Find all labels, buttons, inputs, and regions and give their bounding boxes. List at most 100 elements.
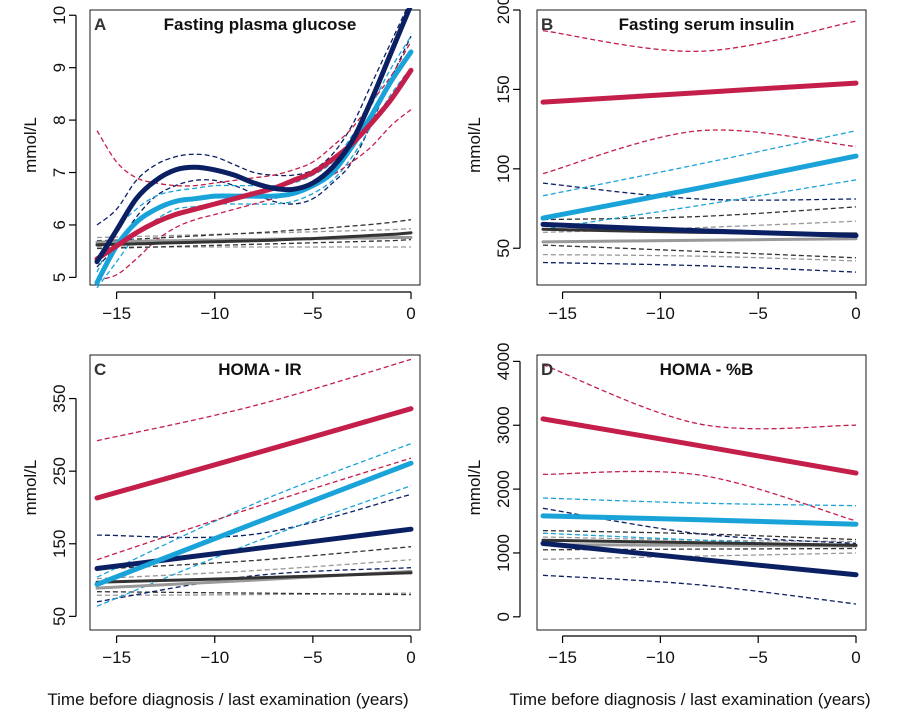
x-tick-label: −10 [646,648,675,667]
ci-upper-light_blue [96,35,412,273]
panel-letter: B [541,15,553,34]
ci-lower-light_blue [96,67,412,289]
y-tick-label: 350 [50,384,69,412]
x-tick-label: −10 [200,648,229,667]
ci-upper-dark_gray [542,206,857,221]
series-line-dark_blue [540,221,859,238]
x-axis-label-left: Time before diagnosis / last examination… [47,690,408,709]
panel-letter: C [94,360,106,379]
series-line-light_blue [540,513,859,527]
y-tick-label: 5 [50,273,69,282]
x-tick-label: −10 [646,304,675,323]
ci-lower-light_blue [96,485,412,607]
x-tick-label: −10 [200,304,229,323]
series-line-dark_gray [95,571,413,584]
ci-lower-dark_gray [96,591,412,596]
y-tick-label: 10 [50,6,69,25]
series-line-dark_gray [95,231,413,247]
panel-letter: A [94,15,106,34]
y-tick-label: 50 [50,607,69,626]
ci-upper-light_blue [542,497,857,507]
ci-lower-dark_blue [542,261,857,273]
y-tick-label: 50 [494,239,513,258]
series-line-dark_gray [541,538,858,547]
ci-upper-light_gray [96,227,412,239]
ci-lower-red [96,109,412,281]
y-tick-label: 150 [50,530,69,558]
x-tick-label: −15 [102,648,131,667]
y-axis-label: mmol/L [465,460,484,516]
ci-upper-red [96,358,412,442]
ci-lower-red [542,470,857,522]
series-line-light_blue [94,460,414,587]
series-line-red [94,67,414,262]
series-line-light_gray [541,237,858,244]
y-tick-label: 7 [50,168,69,177]
panel-b: 50 100 150 200 mmol/L −15 −10 −5 0 B Fasting serum… [465,0,867,323]
y-axis-label: mmol/L [465,117,484,173]
x-tick-label: −5 [303,304,322,323]
ci-upper-dark_blue [96,8,408,226]
ci-lower-dark_gray [96,238,412,250]
series-group [94,358,414,607]
y-tick-label: 1000 [494,534,513,572]
plot-frame [536,354,867,631]
ci-upper-dark_blue [96,493,412,539]
panel-c: 50 150 250 350 mmol/L −15 −10 −5 0 C HOMA - IR [21,354,421,667]
ci-lower-dark_blue [542,574,857,605]
panel-d: 0 1000 2000 3000 4000 mmol/L −15 −10 −5 0 D HOMA - … [465,342,867,667]
plot-frame [89,354,421,631]
y-tick-label: 150 [494,75,513,103]
x-axis-label-right: Time before diagnosis / last examination… [509,690,870,709]
ci-upper-red [542,363,857,430]
plot-frame [89,9,421,286]
series-group [540,363,859,605]
panel-title: HOMA - %B [660,360,754,379]
y-tick-label: 9 [50,63,69,72]
y-axis-label: mmol/L [21,117,40,173]
panel-title: Fasting serum insulin [619,15,795,34]
series-line-dark_blue [94,8,413,265]
y-tick-label: 200 [494,0,513,24]
series-line-light_blue [94,49,414,286]
y-axis-label: mmol/L [21,460,40,516]
series-group [94,8,414,289]
y-tick-label: 100 [494,155,513,183]
ci-lower-light_gray [542,253,857,262]
ci-lower-dark_blue [96,35,412,268]
y-tick-label: 250 [50,457,69,485]
x-tick-label: 0 [851,648,860,667]
x-tick-label: −15 [102,304,131,323]
y-tick-label: 0 [494,612,513,621]
x-tick-label: 0 [406,648,415,667]
panel-title: Fasting plasma glucose [164,15,357,34]
x-tick-label: −5 [748,648,767,667]
panel-a: 5 6 7 8 9 10 mmol/L −15 −10 −5 0 A Fasting plasma gl… [21,6,421,323]
series-line-dark_blue [94,526,414,571]
panel-title: HOMA - IR [218,360,301,379]
y-tick-label: 4000 [494,342,513,380]
x-tick-label: −15 [548,648,577,667]
series-line-red [540,80,859,105]
x-tick-label: −15 [548,304,577,323]
ci-lower-red [96,457,412,561]
y-tick-label: 8 [50,115,69,124]
x-tick-label: −5 [748,304,767,323]
series-line-red [94,406,414,501]
series-group [540,20,859,273]
plot-frame [536,9,867,286]
series-line-light_blue [540,153,859,221]
ci-upper-dark_gray [542,529,857,541]
series-line-red [540,416,859,476]
y-tick-label: 6 [50,220,69,229]
x-tick-label: −5 [303,648,322,667]
ci-lower-light_gray [542,552,857,560]
ci-lower-light_gray [96,592,412,596]
x-tick-label: 0 [851,304,860,323]
y-tick-label: 2000 [494,470,513,508]
ci-lower-dark_gray [542,244,857,259]
y-tick-label: 3000 [494,406,513,444]
ci-upper-light_blue [542,130,857,197]
ci-upper-dark_blue [542,182,857,201]
